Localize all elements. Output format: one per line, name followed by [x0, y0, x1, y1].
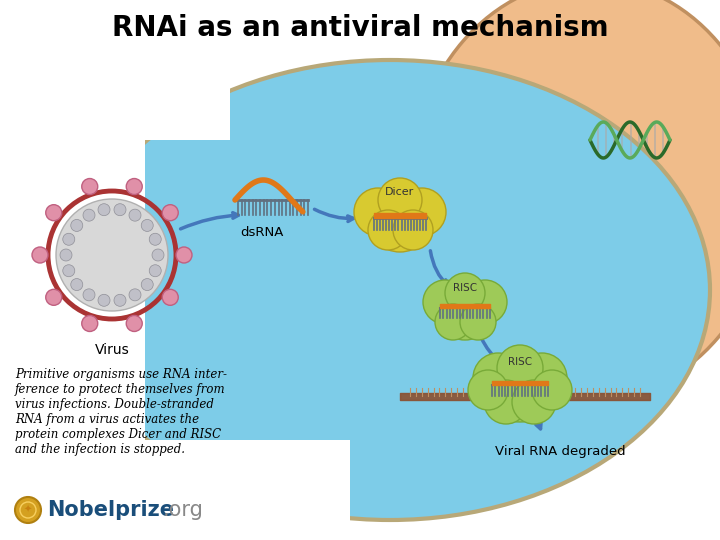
- Circle shape: [114, 294, 126, 306]
- Circle shape: [60, 249, 72, 261]
- FancyBboxPatch shape: [0, 440, 350, 540]
- Text: Virus: Virus: [94, 343, 130, 357]
- Circle shape: [114, 204, 126, 215]
- Circle shape: [71, 219, 83, 232]
- Circle shape: [473, 353, 523, 403]
- Circle shape: [129, 209, 141, 221]
- Circle shape: [46, 205, 62, 221]
- Circle shape: [460, 304, 496, 340]
- Circle shape: [71, 279, 83, 291]
- Circle shape: [423, 280, 467, 324]
- Text: ✦: ✦: [24, 505, 32, 515]
- Circle shape: [83, 289, 95, 301]
- Ellipse shape: [410, 0, 720, 400]
- Circle shape: [484, 380, 528, 424]
- FancyBboxPatch shape: [0, 60, 230, 140]
- FancyBboxPatch shape: [0, 60, 145, 500]
- Ellipse shape: [70, 60, 710, 520]
- Circle shape: [82, 179, 98, 194]
- Circle shape: [532, 370, 572, 410]
- Circle shape: [126, 315, 143, 332]
- Circle shape: [398, 188, 446, 236]
- Circle shape: [162, 289, 179, 305]
- Text: Nobelprize: Nobelprize: [47, 500, 174, 520]
- Text: Dicer: Dicer: [385, 187, 415, 197]
- Circle shape: [129, 289, 141, 301]
- Circle shape: [82, 315, 98, 332]
- Text: Viral RNA degraded: Viral RNA degraded: [495, 446, 625, 458]
- Text: dsRNA: dsRNA: [240, 226, 284, 239]
- Circle shape: [393, 210, 433, 250]
- Circle shape: [354, 188, 402, 236]
- Circle shape: [368, 188, 432, 252]
- Circle shape: [32, 247, 48, 263]
- Circle shape: [162, 205, 179, 221]
- Circle shape: [445, 273, 485, 313]
- Circle shape: [468, 370, 508, 410]
- Circle shape: [83, 209, 95, 221]
- Circle shape: [435, 280, 495, 340]
- Circle shape: [152, 249, 164, 261]
- Circle shape: [141, 279, 153, 291]
- Circle shape: [141, 219, 153, 232]
- Circle shape: [368, 210, 408, 250]
- Circle shape: [98, 204, 110, 215]
- Circle shape: [378, 178, 422, 222]
- Circle shape: [435, 304, 471, 340]
- Circle shape: [63, 233, 75, 245]
- Circle shape: [512, 380, 556, 424]
- Circle shape: [497, 345, 543, 391]
- Circle shape: [149, 265, 161, 276]
- Text: RNAi as an antiviral mechanism: RNAi as an antiviral mechanism: [112, 14, 608, 42]
- Circle shape: [463, 280, 507, 324]
- Circle shape: [98, 294, 110, 306]
- Circle shape: [149, 233, 161, 245]
- Text: RISC: RISC: [453, 283, 477, 293]
- Circle shape: [517, 353, 567, 403]
- Circle shape: [46, 289, 62, 305]
- Circle shape: [56, 199, 168, 311]
- Circle shape: [15, 497, 41, 523]
- Circle shape: [63, 265, 75, 276]
- Circle shape: [486, 354, 554, 422]
- Circle shape: [126, 179, 143, 194]
- Text: .org: .org: [163, 500, 204, 520]
- Circle shape: [176, 247, 192, 263]
- Text: Primitive organisms use RNA inter-
ference to protect themselves from
virus infe: Primitive organisms use RNA inter- feren…: [15, 368, 227, 456]
- Text: RISC: RISC: [508, 357, 532, 367]
